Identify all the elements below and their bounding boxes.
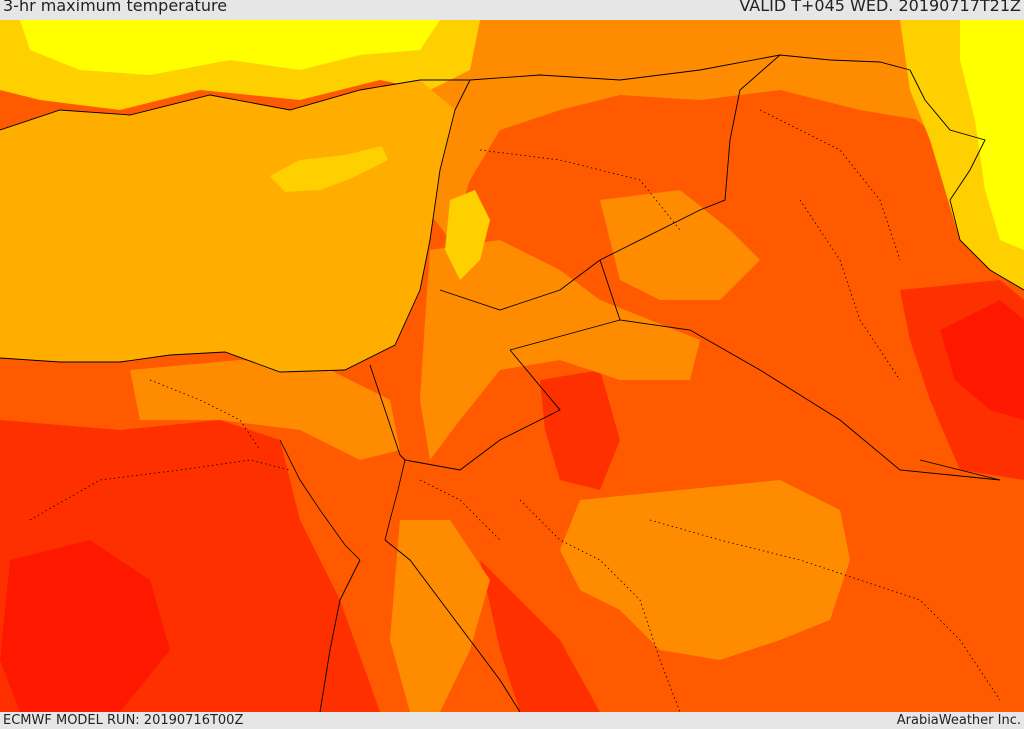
border-syria-iraq <box>599 54 781 261</box>
map-header: 3-hr maximum temperature VALID T+045 WED… <box>0 0 1024 20</box>
gulf-of-aqaba <box>384 459 406 541</box>
model-run: ECMWF MODEL RUN: 20190716T00Z <box>3 713 244 728</box>
coastline-anatolia <box>0 79 470 131</box>
coastline-red-sea-west <box>319 559 361 712</box>
extreme-region-sw <box>0 540 170 712</box>
warm-region-levant <box>420 240 700 460</box>
border-israel-egypt <box>369 364 406 461</box>
coastline-levant <box>0 79 471 373</box>
map-title: 3-hr maximum temperature <box>3 0 228 15</box>
border-iraq-iran <box>909 69 1024 291</box>
extreme-region-east <box>940 300 1024 420</box>
border-syria-jordan <box>439 259 601 311</box>
credit: ArabiaWeather Inc. <box>896 713 1021 728</box>
valid-time: VALID T+045 WED. 20190717T21Z <box>739 0 1021 15</box>
warm-region-syria-desert <box>600 190 760 300</box>
mild-region-lebanon <box>445 190 490 280</box>
coastline-red-sea-east <box>384 539 521 712</box>
warm-region-north <box>420 20 1024 240</box>
coastline-gulf <box>919 459 1001 481</box>
map-footer: ECMWF MODEL RUN: 20190716T00Z ArabiaWeat… <box>0 712 1024 729</box>
cool-region-anatolia <box>20 20 440 75</box>
temperature-map[interactable] <box>0 20 1024 712</box>
mediterranean-sea <box>0 80 455 372</box>
very-hot-region-najd <box>540 370 620 490</box>
cool-region-zagros <box>960 20 1024 250</box>
warm-region-hejaz <box>390 520 490 712</box>
warm-region-arabia <box>560 480 850 660</box>
border-jordan-saudi <box>404 319 621 471</box>
very-hot-region-red-sea <box>480 560 600 712</box>
regional-boundaries <box>29 109 1001 712</box>
cyprus-land <box>270 146 388 192</box>
warm-region-sinai <box>130 360 400 460</box>
border-turkey-syria <box>469 54 911 81</box>
gulf-of-suez <box>279 439 361 561</box>
